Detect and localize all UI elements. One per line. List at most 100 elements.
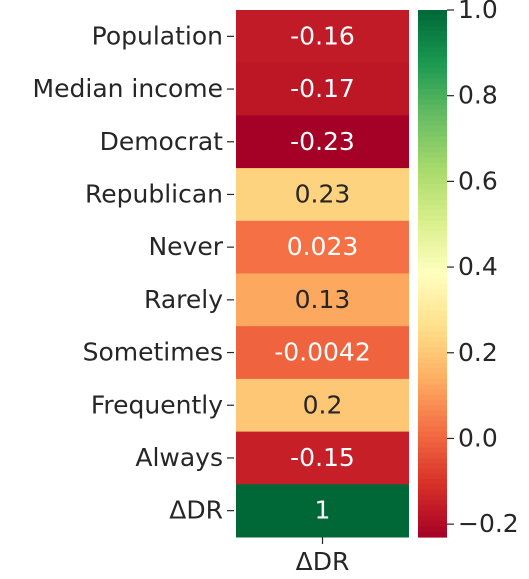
colorbar-segment (418, 157, 447, 164)
colorbar-segment (418, 120, 447, 127)
x-tick-label: ΔDR (296, 547, 350, 576)
colorbar-segment (418, 194, 447, 201)
colorbar-segment (418, 510, 447, 517)
colorbar-segment (418, 241, 447, 248)
colorbar-segment (418, 162, 447, 169)
cell-label: -0.16 (290, 21, 355, 50)
colorbar-segment (418, 20, 447, 27)
colorbar-segment (418, 484, 447, 491)
colorbar-segment (418, 489, 447, 496)
colorbar-segment (418, 452, 447, 459)
y-tick-label: Republican (85, 179, 223, 208)
colorbar-segment (418, 67, 447, 74)
y-tick-label: Democrat (100, 127, 224, 156)
colorbar-segment (418, 89, 447, 95)
colorbar-segment (418, 336, 447, 343)
heatmap-cell (236, 431, 409, 485)
colorbar-segment (418, 531, 447, 538)
colorbar-segment (418, 331, 447, 338)
colorbar-segment (418, 125, 447, 132)
cell-label: 0.13 (295, 285, 351, 314)
colorbar-tick-label: 0.4 (458, 252, 498, 281)
heatmap-cell (236, 115, 409, 169)
y-tick-label: Never (148, 232, 223, 261)
colorbar-segment (418, 421, 447, 427)
colorbar-segment (418, 299, 447, 306)
colorbar-segment (418, 468, 447, 475)
colorbar-segment (418, 115, 447, 122)
colorbar-segment (418, 368, 447, 375)
colorbar-segment (418, 494, 447, 501)
heatmap-cell (236, 273, 409, 327)
colorbar-segment (418, 357, 447, 364)
colorbar-segment (418, 426, 447, 433)
colorbar-segment (418, 378, 447, 385)
colorbar-tick-label: 0.0 (458, 423, 498, 452)
colorbar-segment (418, 320, 447, 327)
colorbar-segment (418, 262, 447, 269)
colorbar-segment (418, 521, 447, 528)
colorbar-segment (418, 347, 447, 354)
heatmap-cell (236, 326, 409, 380)
colorbar-segment (418, 168, 447, 174)
colorbar-segment (418, 305, 447, 311)
colorbar-segment (418, 457, 447, 464)
y-tick-label: ΔDR (169, 496, 223, 525)
y-tick-label: Sometimes (83, 338, 223, 367)
colorbar-segment (418, 442, 447, 449)
colorbar-segment (418, 247, 447, 254)
cell-label: 0.23 (295, 179, 351, 208)
y-tick-label: Median income (33, 74, 223, 103)
colorbar-segment (418, 273, 447, 280)
heatmap-cell (236, 10, 409, 64)
colorbar-tick-label: 0.8 (458, 81, 498, 110)
colorbar-segment (418, 415, 447, 422)
colorbar-segment (418, 363, 447, 369)
colorbar-segment (418, 315, 447, 322)
colorbar-segment (418, 326, 447, 333)
colorbar-segment (418, 526, 447, 533)
colorbar-segment (418, 141, 447, 148)
colorbar-segment (418, 278, 447, 285)
colorbar-segment (418, 394, 447, 401)
heatmap-cell (236, 220, 409, 274)
colorbar-segment (418, 289, 447, 296)
colorbar-segment (418, 78, 447, 85)
colorbar-segment (418, 310, 447, 317)
colorbar-segment (418, 15, 447, 22)
colorbar-segment (418, 131, 447, 138)
colorbar-segment (418, 410, 447, 417)
colorbar-segment (418, 500, 447, 506)
colorbar-segment (418, 463, 447, 470)
colorbar-segment (418, 36, 447, 43)
colorbar-segment (418, 436, 447, 443)
colorbar-segment (418, 342, 447, 348)
colorbar-segment (418, 199, 447, 206)
colorbar-segment (418, 110, 447, 116)
colorbar-segment (418, 99, 447, 106)
colorbar-segment (418, 73, 447, 80)
colorbar-segment (418, 352, 447, 359)
cell-label: 0.023 (287, 232, 359, 261)
colorbar-segment (418, 178, 447, 185)
colorbar-segment (418, 284, 447, 290)
heatmap-cell (236, 378, 409, 433)
heatmap-cell (236, 484, 409, 538)
colorbar-segment (418, 204, 447, 211)
colorbar-segment (418, 226, 447, 232)
colorbar-segment (418, 83, 447, 90)
colorbar-segment (418, 231, 447, 238)
colorbar-segment (418, 215, 447, 222)
cell-label: -0.15 (290, 443, 355, 472)
colorbar-segment (418, 384, 447, 391)
colorbar-segment (418, 189, 447, 196)
colorbar-segment (418, 447, 447, 454)
y-tick-label: Frequently (91, 390, 223, 419)
colorbar-segment (418, 136, 447, 143)
colorbar-segment (418, 94, 447, 101)
colorbar-segment (418, 152, 447, 159)
colorbar-tick-label: 0.2 (458, 338, 498, 367)
colorbar-segment (418, 479, 447, 485)
cell-label: -0.0042 (274, 338, 371, 367)
